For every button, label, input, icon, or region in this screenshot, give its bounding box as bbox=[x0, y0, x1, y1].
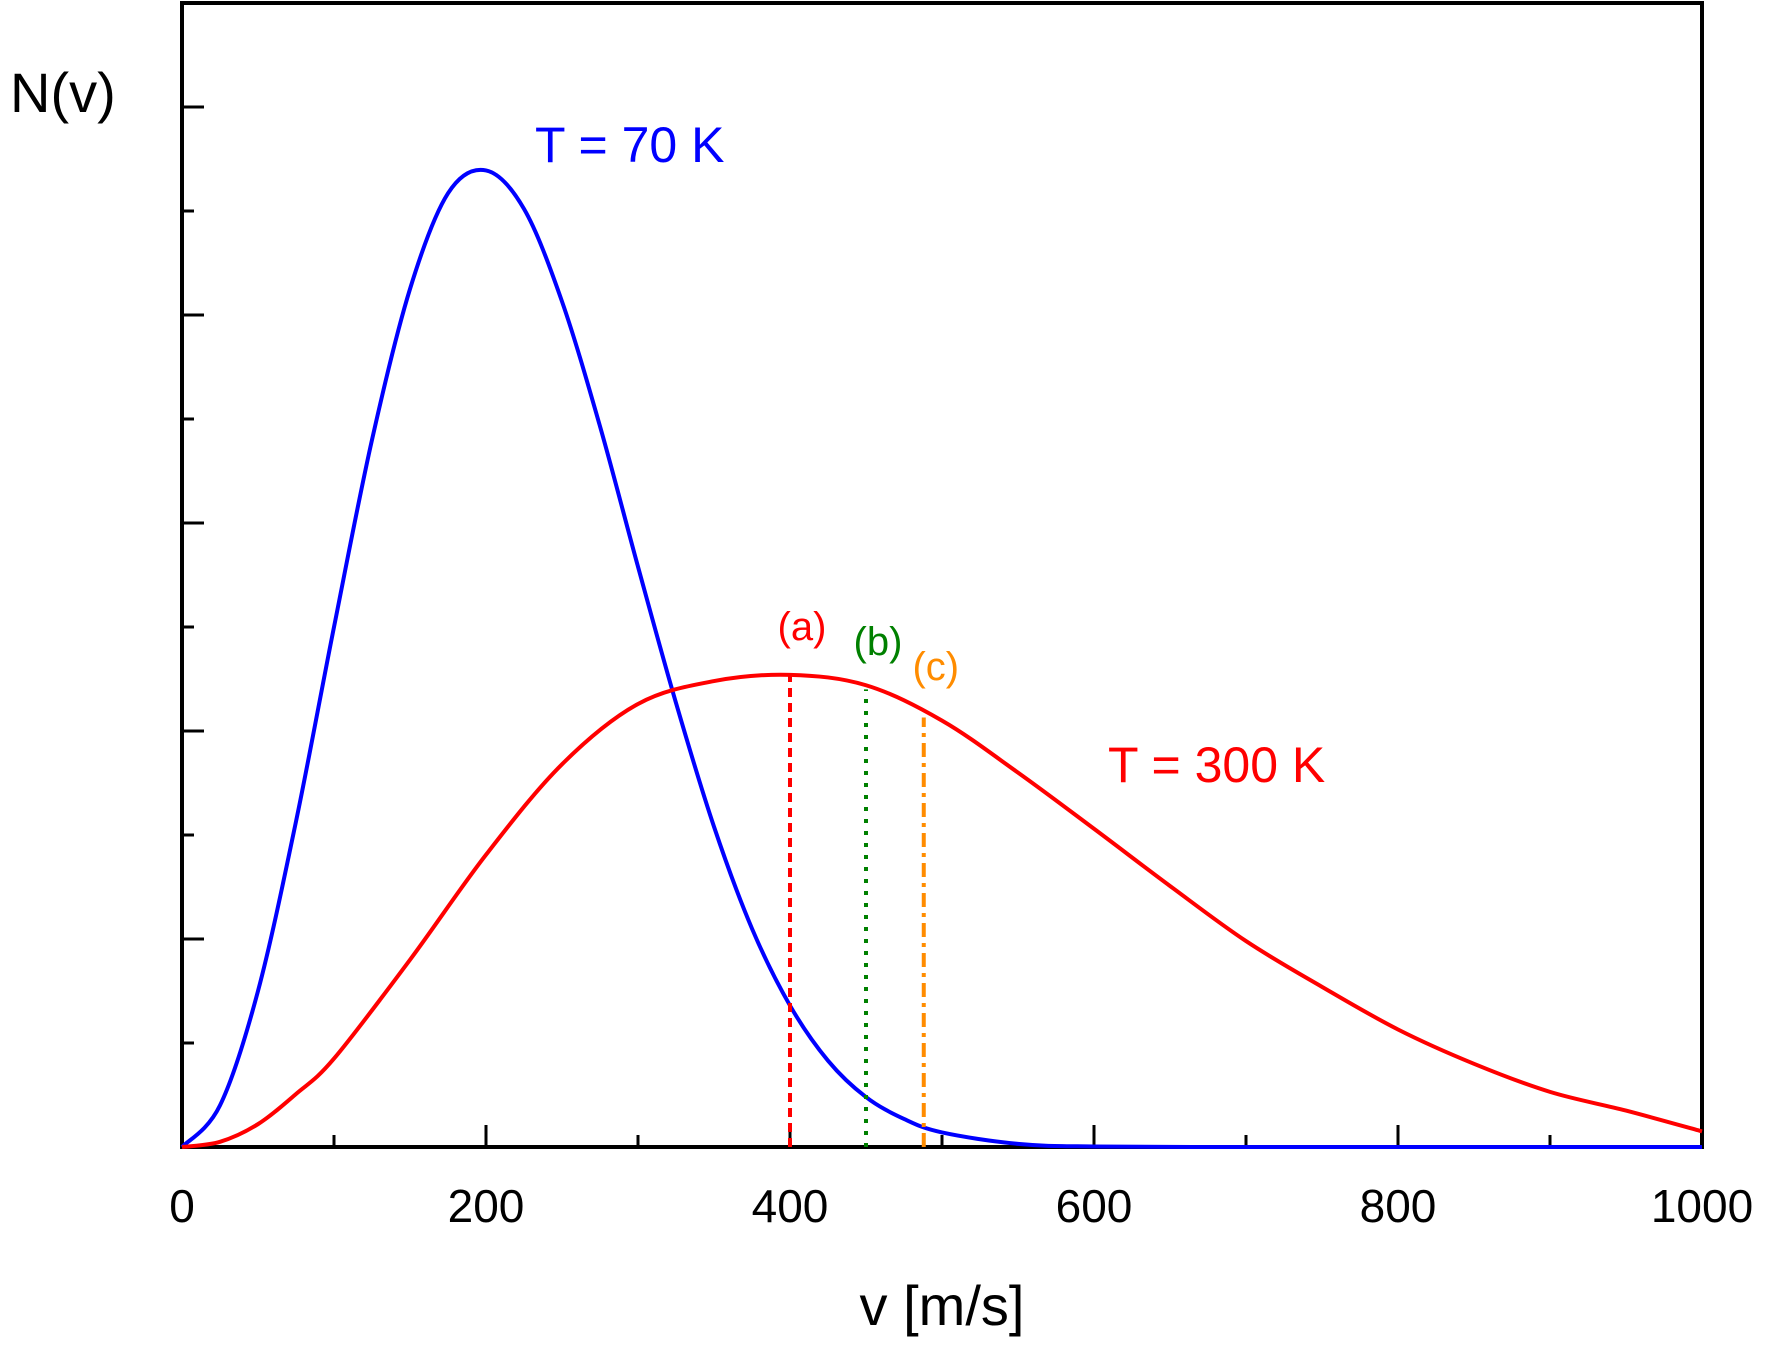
x-tick-label: 1000 bbox=[1651, 1180, 1753, 1232]
series-label-t70k: T = 70 K bbox=[535, 117, 724, 173]
curves-layer bbox=[180, 167, 1703, 1150]
series-line-t300k bbox=[181, 672, 1703, 1149]
markers-layer bbox=[788, 674, 926, 1147]
x-tick-label: 800 bbox=[1360, 1180, 1437, 1232]
x-tick-label: 200 bbox=[448, 1180, 525, 1232]
x-axis-title: v [m/s] bbox=[860, 1274, 1025, 1337]
y-axis-title: N(v) bbox=[10, 61, 116, 124]
marker-label-c: (c) bbox=[912, 645, 959, 689]
series-label-t300k: T = 300 K bbox=[1108, 737, 1325, 793]
x-tick-label: 400 bbox=[752, 1180, 829, 1232]
x-tick-label: 0 bbox=[169, 1180, 195, 1232]
marker-label-b: (b) bbox=[854, 620, 903, 664]
series-line-t70k bbox=[180, 167, 1703, 1150]
marker-label-a: (a) bbox=[778, 605, 827, 649]
x-tick-label: 600 bbox=[1056, 1180, 1133, 1232]
labels-layer: T = 70 K T = 300 K (a) (b)(c) bbox=[535, 117, 1325, 793]
ticks-layer: 0 200 400 600 800 1000 bbox=[169, 105, 1753, 1232]
plot-frame bbox=[180, 1, 1704, 1149]
